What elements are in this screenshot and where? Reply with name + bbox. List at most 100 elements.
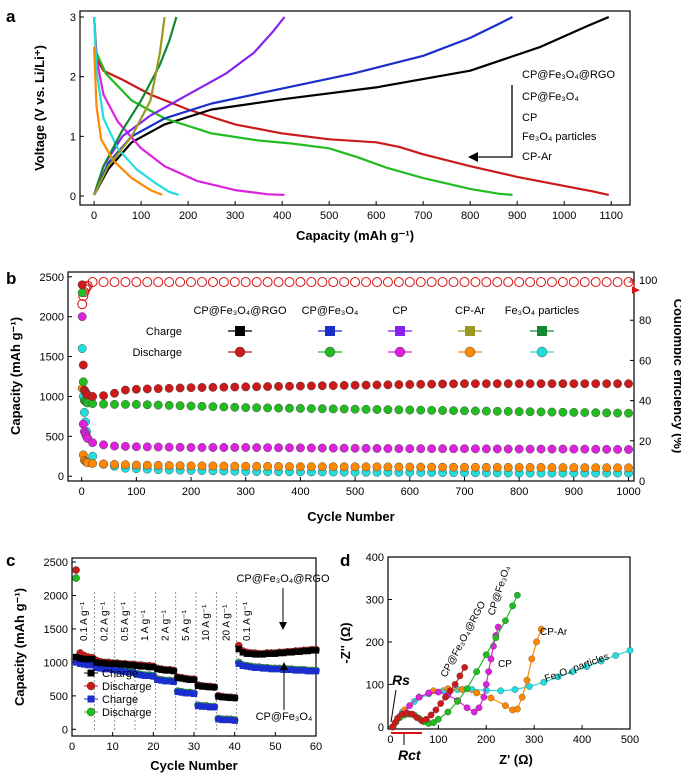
panel-b-series-1-point [252,403,262,413]
panel-b-series-3-point [394,462,404,472]
panel-b-series-2-point [569,444,579,454]
panel-b-series-3-point [208,461,218,471]
panel-d-series-0-point [442,693,449,701]
panel-d-series-3-point [487,694,495,702]
panel-c-series-2-point [125,669,133,676]
panel-b-series-2-point [525,444,535,454]
panel-c-series-0-point [264,650,271,657]
panel-b-right-ytick-label: 80 [639,315,651,327]
panel-c-xtick-label: 30 [188,741,200,753]
panel-b-series-3-point [361,462,371,472]
panel-c-series-2-point [223,716,230,724]
panel-c-xlabel: Cycle Number [150,758,237,773]
panel-c-legend-circle [86,681,96,691]
panel-b-series-0-point [153,384,163,394]
panel-b-series-0-point [252,382,262,392]
panel-b-series-1-point [142,400,152,410]
panel-c-legend-1: Charge [102,668,138,680]
panel-c-series-2-point [117,667,124,675]
panel-b-series-0-point [317,381,327,391]
panel-b-series-0-point [372,380,382,390]
panel-b-series-3-point [558,463,568,472]
panel-b-legend-charge-square [325,326,335,336]
panel-b-series-1-point [580,408,590,417]
panel-c-legend: Charge Discharge Charge Discharge [84,668,152,719]
panel-c-series-2-point [162,677,169,685]
panel-b-series-2-point [197,443,207,452]
panel-b-legend-discharge-circle [464,346,476,358]
panel-b-series-3-point [613,463,622,473]
panel-d-series-0-point [422,715,430,723]
panel-d-xtick-label: 300 [525,734,543,746]
panel-b-series-0-point [241,382,251,392]
panel-b-ce-point [262,277,273,288]
panel-c-series-2-point [85,661,92,669]
panel-b-series-2-point [164,442,174,452]
panel-c-series-1-point [72,566,80,574]
panel-c-series-2-point [264,665,271,672]
panel-b-series-3-point [121,460,130,470]
panel-d-ytick-label: 200 [366,637,384,649]
panel-d-xtick-label: 500 [621,734,639,746]
panel-c-series-2-point [154,676,161,683]
panel-c-series-0-point [300,647,307,655]
panel-b-series-3-point [438,462,447,472]
panel-b-series-3-point [471,462,480,472]
panel-b-ce-axis-arrowhead [632,286,640,294]
panel-c-series-2-point [276,665,283,673]
panel-b-ce-point [109,277,120,288]
panel-b-ce-point [393,277,404,288]
panel-b-ce-point [273,277,284,288]
panel-b-ylabel: Capacity (mAh g⁻¹) [8,317,23,435]
panel-c-series-0-point [101,659,108,667]
panel-b-legend-row-discharge: Discharge [132,347,182,359]
panel-b-series-2-point [558,444,568,454]
panel-b-series-2-point [613,445,622,454]
panel-b-series-0-point [471,379,480,389]
panel-d-chart: 0 100 200 300 400 500 0 100 200 300 400 Z' (Ω) -Z'… [338,552,639,767]
panel-c-series-0-point [215,693,222,700]
panel-b-series-1-point [110,400,119,409]
panel-c-series-2-point [146,672,153,679]
panel-b-series-3-point [503,463,513,472]
panel-c-series-0-point [308,647,316,654]
panel-b-ce-point [240,277,251,288]
panel-b-series-0-point [164,383,174,393]
panel-b-series-3-point [306,462,316,472]
panel-b-series-2-point [361,443,371,453]
panel-b-series-1-point [416,405,426,415]
panel-c-series-0-point [121,661,129,668]
panel-c-series-0-point [89,655,96,663]
panel-c-series-0-point [239,649,246,656]
panel-c-series-0-point [174,674,181,681]
panel-c-series-2-point [186,689,194,697]
panel-b-xtick-label: 1000 [616,486,640,498]
panel-b-ytick-label: 500 [46,431,64,443]
panel-c-series-2-point [113,667,120,674]
panel-a-series-1-line [93,15,610,196]
panel-b-series-3-point [252,461,262,471]
panel-b-legend-discharge-circle [324,346,336,358]
panel-b-ce-point [120,277,131,288]
panel-c-series-0-point [231,694,238,702]
panel-b-series-4-point [77,344,87,353]
panel-a-letter: a [6,7,16,26]
panel-b-xtick-label: 800 [510,486,528,498]
panel-d-xlabel: Z' (Ω) [499,752,533,767]
panel-b-series-3-point [186,461,196,471]
panel-c-series-0-point [227,694,234,702]
panel-b-series-3-point [110,460,119,469]
panel-b-series-1-point [77,288,87,298]
panel-d-ytick-label: 300 [366,594,384,606]
panel-d-series-label: CP [498,659,512,670]
panel-b-series-0-point [186,383,196,393]
panel-b-series-3-point [547,463,557,472]
panel-b-xtick-label: 300 [237,486,255,498]
panel-b-series-1-point [514,407,524,416]
panel-d-series-2-point [482,681,490,688]
panel-b-legend-charge-square [537,326,547,336]
panel-d-series-4-point [569,668,576,676]
panel-c-series-0-point [243,650,251,657]
panel-b-series-0-point [78,360,88,370]
panel-a-series-4-line [93,16,285,196]
